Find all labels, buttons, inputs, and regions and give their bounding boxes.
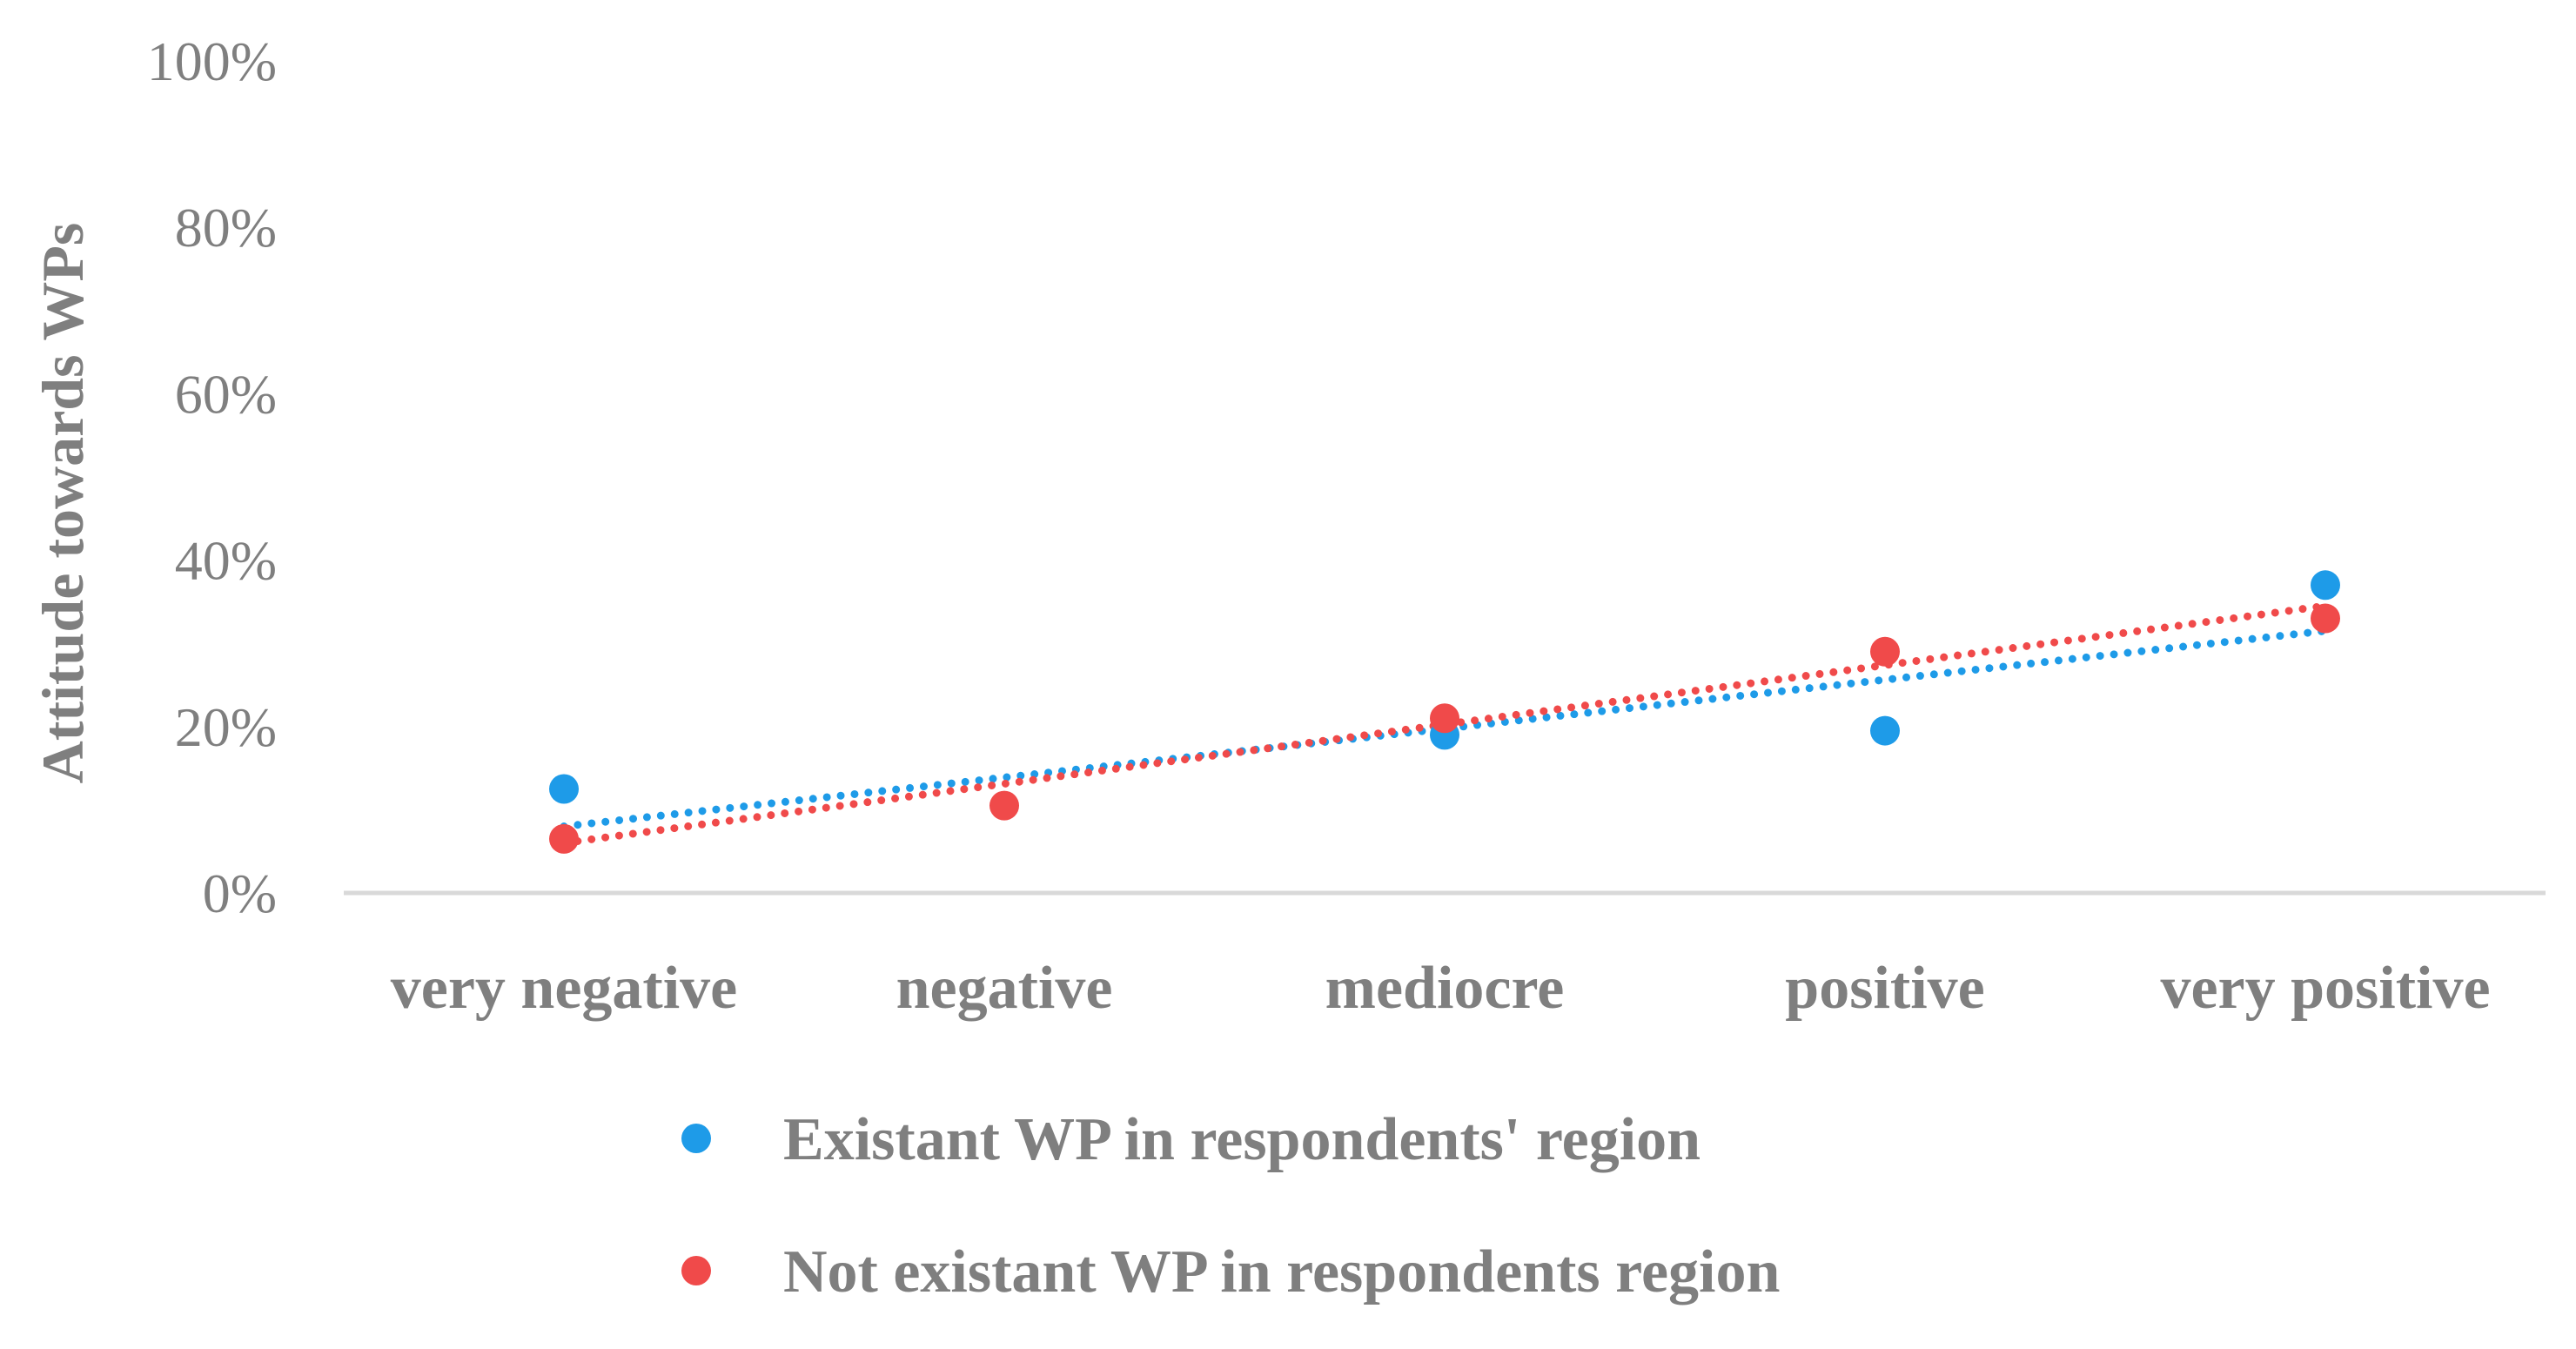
x-tick-label: negative	[896, 955, 1113, 1022]
y-tick-label: 20%	[175, 696, 277, 758]
legend-label: Existant WP in respondents' region	[783, 1106, 1701, 1173]
x-axis-ticks: very negative negative mediocre positive ver…	[391, 955, 2491, 1022]
y-tick-label: 0%	[203, 862, 277, 924]
data-point	[549, 774, 579, 804]
data-point	[2311, 603, 2340, 634]
legend-label: Not existant WP in respondents region	[783, 1238, 1780, 1305]
x-tick-label: very negative	[391, 955, 737, 1022]
trendline	[560, 627, 2330, 831]
data-point	[549, 823, 579, 854]
x-tick-label: mediocre	[1325, 955, 1565, 1022]
legend-marker	[681, 1256, 711, 1285]
data-points	[549, 570, 2340, 854]
y-axis-label: Attitude towards WPs	[30, 223, 96, 784]
data-point	[989, 790, 1019, 821]
data-point	[1430, 703, 1459, 734]
y-tick-label: 100%	[147, 30, 277, 92]
x-tick-label: positive	[1785, 955, 1984, 1022]
y-axis-title: Attitude towards WPs	[30, 223, 96, 784]
x-tick-label: very positive	[2160, 955, 2490, 1022]
y-axis-ticks: 0% 20% 40% 60% 80% 100%	[147, 30, 277, 924]
legend-marker	[681, 1124, 711, 1153]
data-point	[2311, 570, 2340, 601]
data-point	[1870, 715, 1900, 746]
legend: Existant WP in respondents' region Not ex…	[681, 1106, 1780, 1305]
y-tick-label: 80%	[175, 197, 277, 258]
data-point	[1870, 636, 1900, 667]
y-tick-label: 60%	[175, 363, 277, 425]
y-tick-label: 40%	[175, 530, 277, 592]
